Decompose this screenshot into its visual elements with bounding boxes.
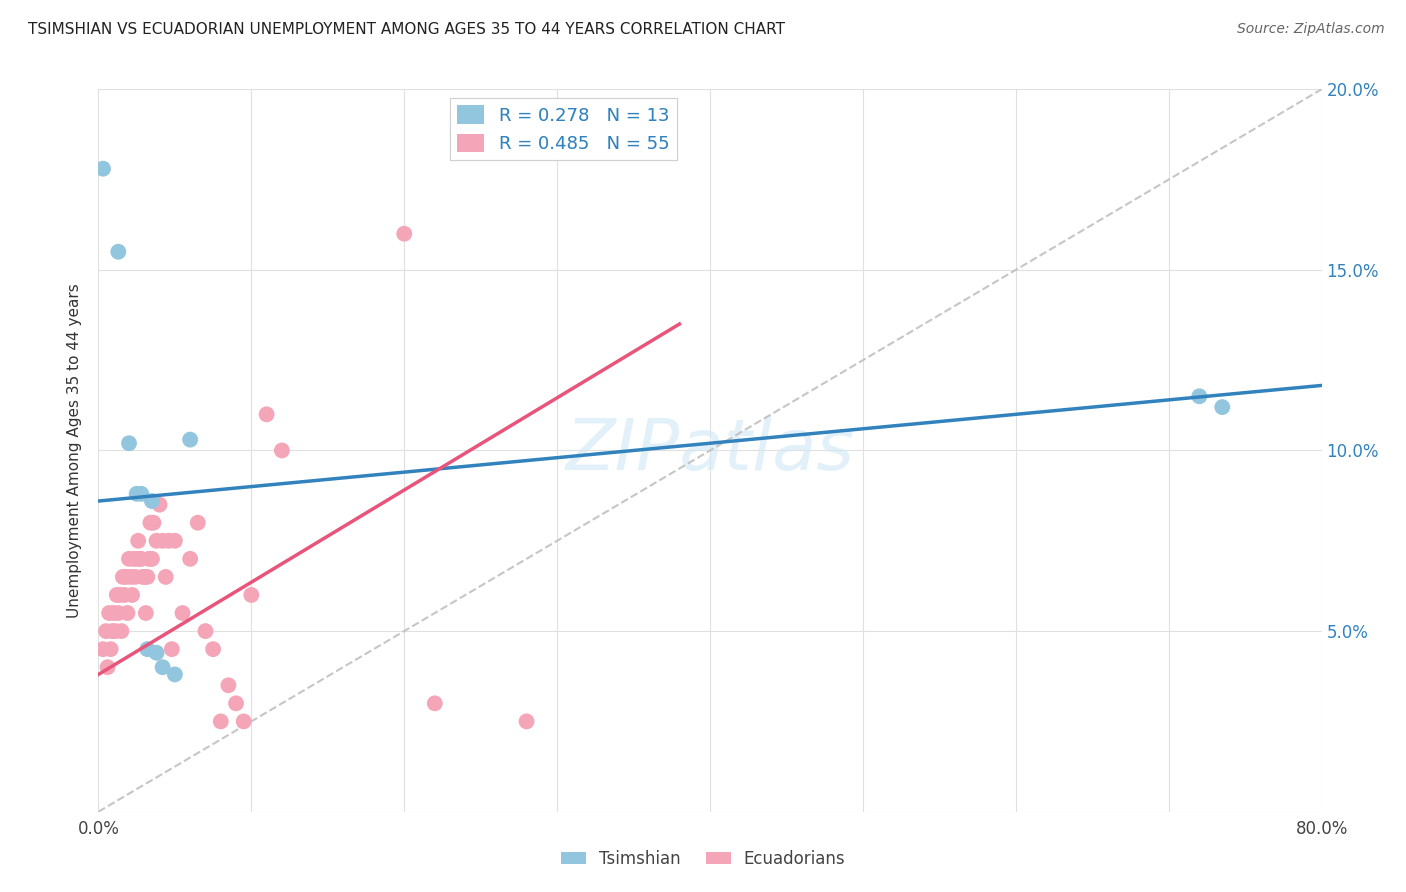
Point: [121, 588, 143, 602]
Point: [138, 551, 160, 566]
Point: [117, 606, 139, 620]
Point: [141, 551, 163, 566]
Point: [209, 714, 232, 729]
Point: [107, 244, 129, 259]
Point: [120, 570, 142, 584]
Point: [256, 407, 278, 421]
Point: [217, 678, 239, 692]
Point: [152, 533, 174, 548]
Point: [179, 433, 201, 447]
Point: [127, 533, 149, 548]
Point: [91, 161, 114, 176]
Point: [157, 533, 180, 548]
Point: [101, 624, 124, 639]
Point: [392, 227, 416, 241]
Point: [94, 624, 117, 639]
Point: [112, 588, 135, 602]
Point: [172, 606, 194, 620]
Point: [423, 696, 446, 710]
Legend: R = 0.278   N = 13, R = 0.485   N = 55: R = 0.278 N = 13, R = 0.485 N = 55: [450, 98, 676, 161]
Point: [111, 570, 134, 584]
Point: [202, 642, 225, 657]
Point: [122, 551, 145, 566]
Point: [1188, 389, 1211, 403]
Point: [142, 516, 165, 530]
Y-axis label: Unemployment Among Ages 35 to 44 years: Unemployment Among Ages 35 to 44 years: [67, 283, 83, 618]
Point: [145, 646, 167, 660]
Point: [118, 551, 141, 566]
Point: [128, 551, 150, 566]
Point: [194, 624, 217, 639]
Point: [108, 588, 131, 602]
Point: [103, 606, 125, 620]
Point: [104, 624, 127, 639]
Legend: Tsimshian, Ecuadorians: Tsimshian, Ecuadorians: [554, 844, 852, 875]
Point: [141, 494, 163, 508]
Point: [100, 642, 122, 657]
Point: [270, 443, 292, 458]
Point: [163, 667, 186, 681]
Point: [115, 570, 138, 584]
Point: [110, 624, 132, 639]
Point: [124, 570, 146, 584]
Point: [225, 696, 247, 710]
Text: ZIPatlas: ZIPatlas: [565, 416, 855, 485]
Point: [179, 551, 201, 566]
Point: [149, 498, 172, 512]
Point: [163, 533, 186, 548]
Point: [145, 533, 167, 548]
Point: [139, 516, 162, 530]
Point: [152, 660, 174, 674]
Point: [129, 551, 152, 566]
Point: [107, 606, 129, 620]
Point: [118, 436, 141, 450]
Point: [136, 570, 159, 584]
Point: [155, 570, 177, 584]
Point: [187, 516, 209, 530]
Point: [97, 660, 120, 674]
Point: [160, 642, 183, 657]
Point: [129, 487, 152, 501]
Point: [98, 606, 121, 620]
Point: [240, 588, 263, 602]
Text: TSIMSHIAN VS ECUADORIAN UNEMPLOYMENT AMONG AGES 35 TO 44 YEARS CORRELATION CHART: TSIMSHIAN VS ECUADORIAN UNEMPLOYMENT AMO…: [28, 22, 785, 37]
Text: Source: ZipAtlas.com: Source: ZipAtlas.com: [1237, 22, 1385, 37]
Point: [91, 642, 114, 657]
Point: [516, 714, 538, 729]
Point: [105, 588, 128, 602]
Point: [132, 570, 155, 584]
Point: [136, 642, 159, 657]
Point: [1211, 400, 1233, 414]
Point: [125, 487, 148, 501]
Point: [134, 570, 156, 584]
Point: [125, 551, 148, 566]
Point: [135, 606, 157, 620]
Point: [232, 714, 254, 729]
